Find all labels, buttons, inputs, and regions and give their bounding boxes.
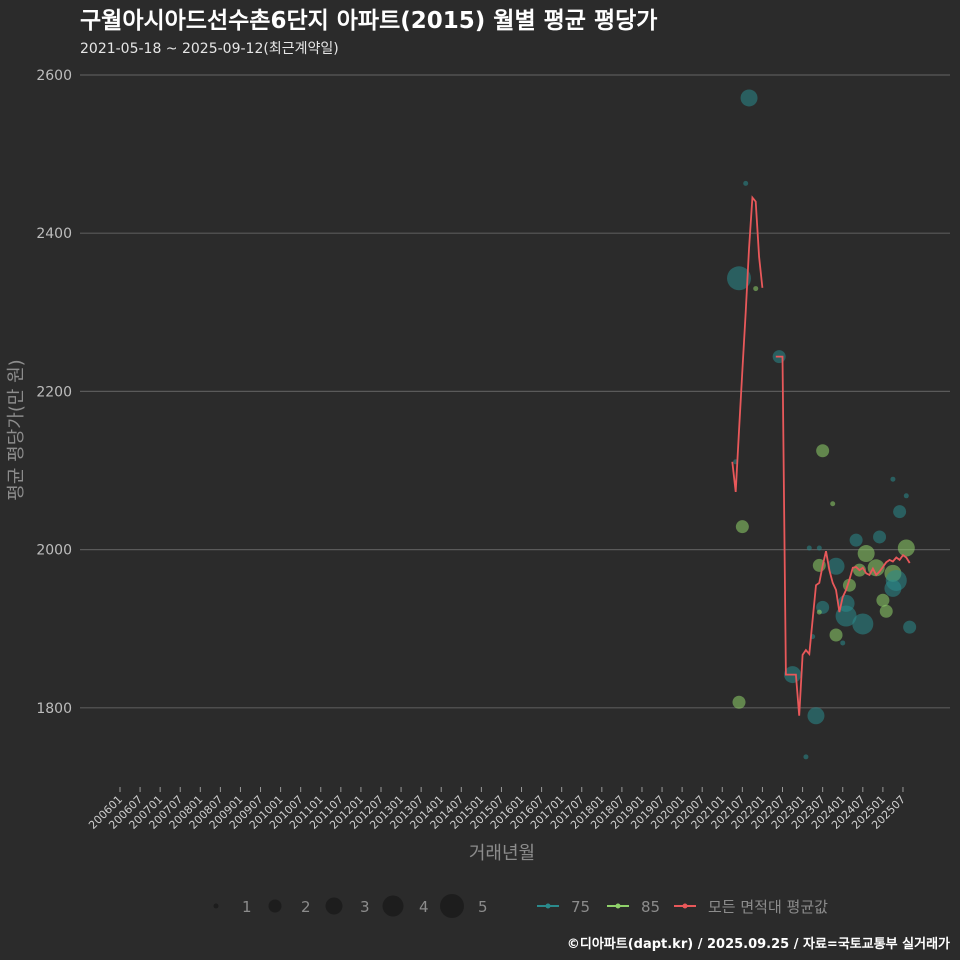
point-area-75 [852,613,874,635]
chart-title: 구월아시아드선수촌6단지 아파트(2015) 월별 평균 평당가 [80,8,657,34]
point-area-85 [879,604,893,618]
gridlines [80,74,950,709]
legend-size-label: 1 [242,898,252,916]
legend-size-4 [382,895,404,917]
average-line-segment [775,355,911,716]
legend-size-label: 2 [301,898,311,916]
point-area-85 [876,593,890,607]
point-area-75 [727,266,752,291]
legend-series-label: 모든 면적대 평균값 [708,898,828,916]
legend-size-3 [325,897,343,915]
point-area-85 [830,501,836,507]
y-axis-label: 평균 평당가(만 원) [6,359,27,500]
y-axis-ticks: 1800 2000 2200 2400 2600 [36,68,72,717]
point-area-75 [835,605,857,627]
y-tick-label: 2200 [36,384,72,400]
point-area-75 [890,476,896,482]
point-area-75 [806,545,812,551]
point-area-75 [893,505,907,519]
footer-credit: ©디아파트(dapt.kr) / 2025.09.25 / 자료=국토교통부 실… [567,936,950,952]
legend-size-label: 5 [478,898,488,916]
x-axis-label: 거래년월 [469,843,535,864]
point-area-85 [753,286,759,292]
average-line [731,195,911,716]
point-area-85 [732,695,746,709]
point-area-85 [857,545,875,563]
point-area-85 [829,628,843,642]
point-area-75 [827,557,845,575]
legend-size-2 [268,899,282,913]
point-area-85 [816,444,830,458]
legend-size-5 [440,894,464,918]
point-area-85 [816,609,822,615]
point-area-85 [897,539,915,557]
legend-size-label: 3 [360,898,370,916]
y-tick-label: 2000 [36,543,72,559]
y-tick-label: 1800 [36,701,72,717]
point-area-75 [903,493,909,499]
point-area-85 [735,520,749,534]
point-area-75 [903,620,917,634]
y-tick-label: 2600 [36,68,72,84]
legend-dot-85 [615,903,621,909]
point-area-75 [816,545,822,551]
chart-subtitle: 2021-05-18 ~ 2025-09-12(최근계약일) [80,41,339,57]
point-area-75 [743,180,749,186]
legend-size-label: 4 [419,898,429,916]
legend-size-1 [213,903,219,909]
point-area-75 [884,579,902,597]
y-tick-label: 2400 [36,226,72,242]
average-line-segment [731,195,764,493]
point-area-75 [840,640,846,646]
point-area-75 [873,530,887,544]
point-area-75 [803,754,809,760]
legend-series-label: 85 [641,898,660,916]
legend-dot-75 [545,903,551,909]
legend: 1 2 3 4 5 75 85 모든 면적대 평균값 [213,894,828,918]
point-area-75 [807,707,825,725]
point-area-75 [849,533,863,547]
legend-series-label: 75 [571,898,590,916]
point-area-75 [740,89,758,107]
legend-dot-avg [682,903,688,909]
